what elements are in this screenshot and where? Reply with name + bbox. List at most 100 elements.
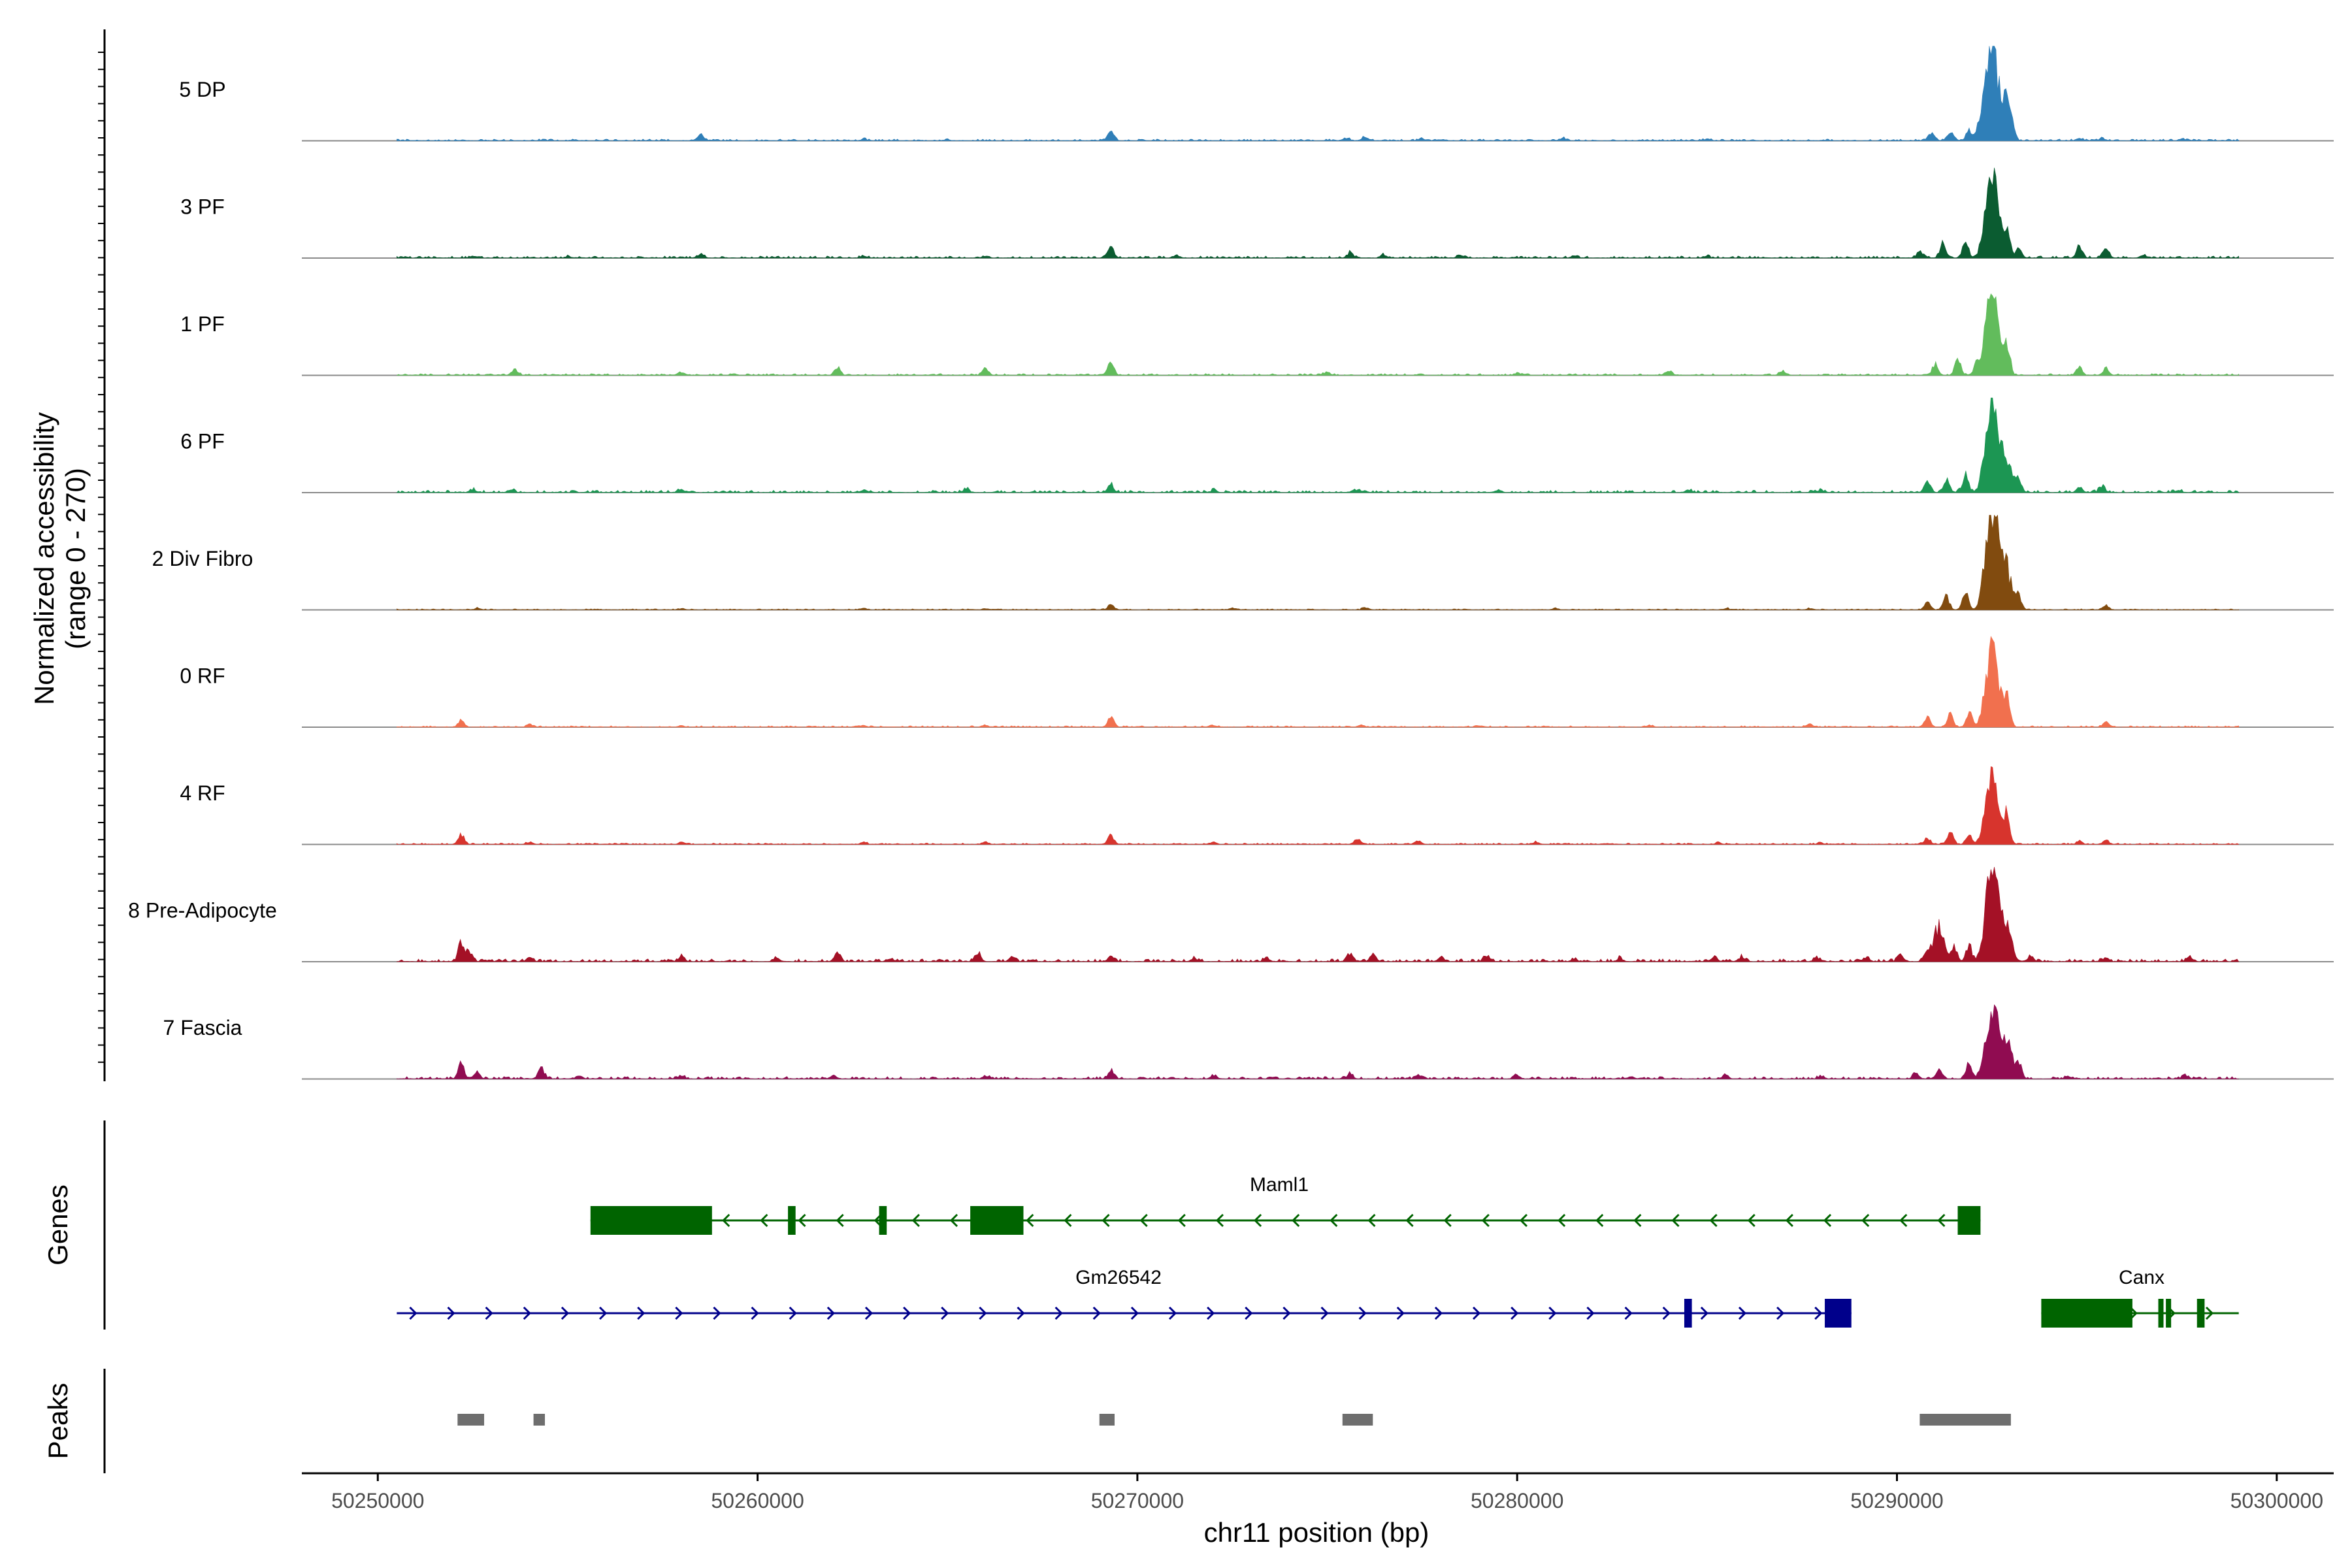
gene-strand-arrow bbox=[949, 1213, 958, 1228]
x-tick-label: 50250000 bbox=[331, 1489, 424, 1512]
track-label: 7 Fascia bbox=[163, 1016, 242, 1039]
gene-strand-arrow bbox=[1814, 1306, 1823, 1320]
gene-strand-arrow bbox=[1738, 1306, 1747, 1320]
gene-strand-arrow bbox=[1671, 1213, 1680, 1228]
coverage-area bbox=[397, 1004, 2239, 1079]
coverage-area bbox=[397, 514, 2239, 610]
gene-exon bbox=[788, 1206, 796, 1235]
gene-strand-arrow bbox=[675, 1306, 683, 1320]
gene-strand-arrow bbox=[1292, 1213, 1300, 1228]
gene-strand-arrow bbox=[1064, 1213, 1072, 1228]
gene-exon bbox=[2041, 1299, 2132, 1328]
gene-strand-arrow bbox=[1330, 1213, 1338, 1228]
track-label: 3 PF bbox=[180, 195, 225, 219]
gene-exon bbox=[1957, 1206, 1981, 1235]
gene-exon bbox=[2166, 1299, 2172, 1328]
gene-exon bbox=[879, 1206, 887, 1235]
gene-strand-arrow bbox=[1519, 1213, 1528, 1228]
peaks-panel-title: Peaks bbox=[42, 1383, 73, 1460]
track-label: 6 PF bbox=[180, 430, 225, 453]
coverage-area bbox=[397, 167, 2239, 259]
gene-exon bbox=[590, 1206, 712, 1235]
gene-strand-arrow bbox=[722, 1213, 730, 1228]
x-tick-label: 50290000 bbox=[1850, 1489, 1943, 1512]
gene-strand-arrow bbox=[864, 1306, 874, 1320]
track-label: 2 Div Fibro bbox=[152, 547, 253, 570]
gene-strand-arrow bbox=[1709, 1213, 1718, 1228]
gene-strand-arrow bbox=[1396, 1306, 1405, 1320]
gene-strand-arrow bbox=[1747, 1213, 1756, 1228]
gene-strand-arrow bbox=[523, 1306, 531, 1320]
gene-strand-arrow bbox=[2205, 1306, 2214, 1320]
gene-exon bbox=[970, 1206, 1024, 1235]
track-label: 4 RF bbox=[180, 781, 225, 805]
gene-strand-arrow bbox=[1168, 1306, 1177, 1320]
genes-panel: Maml1 Gm26542 Canx bbox=[103, 1120, 2239, 1330]
gene-strand-arrow bbox=[1092, 1306, 1101, 1320]
gene-strand-arrow bbox=[1245, 1306, 1253, 1320]
gene-strand-arrow bbox=[1026, 1213, 1034, 1228]
coverage-area bbox=[397, 766, 2239, 845]
x-tick-label: 50270000 bbox=[1091, 1489, 1184, 1512]
gene-strand-arrow bbox=[789, 1306, 797, 1320]
peak-region bbox=[1342, 1414, 1373, 1426]
gene-strand-arrow bbox=[903, 1306, 911, 1320]
gene-strand-arrow bbox=[1633, 1213, 1642, 1228]
gene-strand-arrow bbox=[1785, 1213, 1793, 1228]
gene-strand-arrow bbox=[1700, 1306, 1708, 1320]
gene-strand-arrow bbox=[1320, 1306, 1329, 1320]
gene-strand-arrow bbox=[1207, 1306, 1215, 1320]
x-tick-label: 50280000 bbox=[1471, 1489, 1563, 1512]
peak-region bbox=[533, 1414, 546, 1426]
coverage-area bbox=[397, 636, 2239, 728]
peak-region bbox=[457, 1414, 485, 1426]
genes-panel-title: Genes bbox=[42, 1184, 73, 1266]
gene-strand-arrow bbox=[1102, 1213, 1110, 1228]
gene-strand-arrow bbox=[1177, 1213, 1186, 1228]
gene-strand-arrow bbox=[1215, 1213, 1224, 1228]
track-label: 8 Pre-Adipocyte bbox=[128, 899, 277, 923]
y-axis-title-line2: (range 0 - 270) bbox=[60, 468, 91, 649]
gene-strand-arrow bbox=[713, 1306, 721, 1320]
gene-strand-arrow bbox=[1861, 1213, 1870, 1228]
track-label: 1 PF bbox=[180, 312, 225, 336]
gene-strand-arrow bbox=[1434, 1306, 1443, 1320]
gene-strand-arrow bbox=[1054, 1306, 1063, 1320]
gene-strand-arrow bbox=[1443, 1213, 1452, 1228]
gene-strand-arrow bbox=[1130, 1306, 1139, 1320]
coverage-tracks: 5 DP 3 PF 1 PF 6 PF 2 Div Fibro 0 RF 4 RF 8 Pre… bbox=[98, 29, 2334, 1081]
coverage-area bbox=[397, 866, 2239, 962]
gene-strand-arrow bbox=[1511, 1306, 1519, 1320]
gene-strand-arrow bbox=[1017, 1306, 1025, 1320]
gene-strand-arrow bbox=[1624, 1306, 1633, 1320]
coverage-area bbox=[397, 46, 2239, 141]
gene-strand-arrow bbox=[1558, 1213, 1566, 1228]
gene-exon bbox=[2158, 1299, 2164, 1328]
gene-strand-arrow bbox=[1776, 1306, 1785, 1320]
gene-strand-arrow bbox=[751, 1306, 759, 1320]
gene-strand-arrow bbox=[637, 1306, 645, 1320]
gene-strand-arrow bbox=[485, 1306, 493, 1320]
gene-strand-arrow bbox=[836, 1213, 844, 1228]
gene-strand-arrow bbox=[826, 1306, 835, 1320]
gene-strand-arrow bbox=[798, 1213, 806, 1228]
peak-region bbox=[1919, 1414, 2011, 1426]
y-axis-title-line1: Normalized accessibility bbox=[29, 412, 59, 705]
gene-strand-arrow bbox=[911, 1213, 920, 1228]
gene-strand-arrow bbox=[1548, 1306, 1557, 1320]
gene-strand-arrow bbox=[1662, 1306, 1671, 1320]
gene-exon bbox=[1684, 1299, 1692, 1328]
track-label: 5 DP bbox=[179, 78, 225, 101]
gene-strand-arrow bbox=[1472, 1306, 1481, 1320]
gene-label: Canx bbox=[2119, 1267, 2164, 1288]
gene-exon bbox=[2197, 1299, 2205, 1328]
peaks-panel bbox=[103, 1369, 2011, 1473]
track-label: 0 RF bbox=[180, 664, 225, 688]
x-axis-title: chr11 position (bp) bbox=[1204, 1517, 1429, 1548]
gene-strand-arrow bbox=[1937, 1213, 1946, 1228]
gene-exon bbox=[1825, 1299, 1852, 1328]
x-axis: 50250000 50260000 50270000 50280000 50290000… bbox=[302, 1472, 2334, 1512]
gene-strand-arrow bbox=[1405, 1213, 1414, 1228]
gene-strand-arrow bbox=[760, 1213, 768, 1228]
